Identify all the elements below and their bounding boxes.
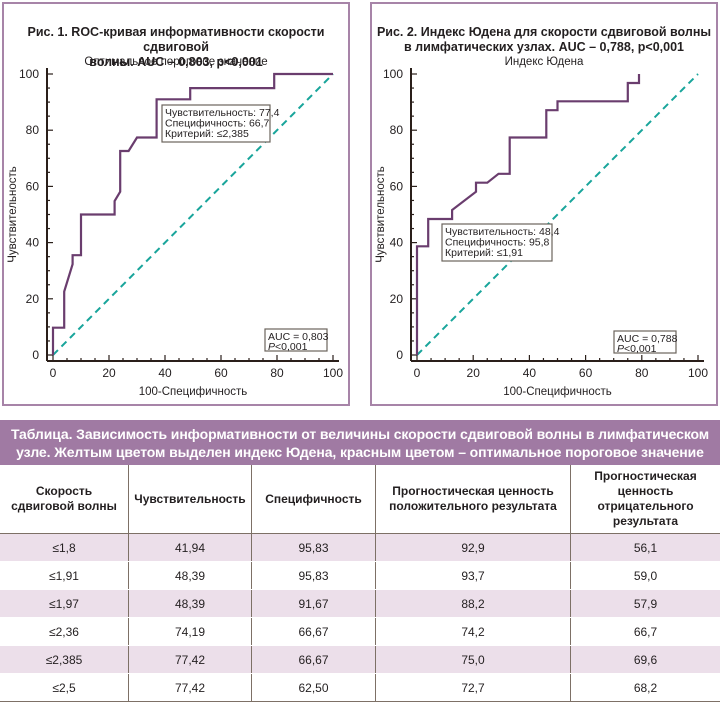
- cell-specificity: 66,67: [252, 646, 376, 674]
- cell-specificity: 62,50: [252, 674, 376, 702]
- reference-diagonal-line: [417, 74, 698, 355]
- y-tick-label: 40: [26, 236, 40, 250]
- cell-npv: 56,1: [571, 534, 720, 562]
- cell-ppv: 93,7: [376, 562, 571, 590]
- y-tick-label: 100: [383, 67, 403, 81]
- annotation-line: Критерий: ≤1,91: [445, 247, 523, 259]
- y-tick-label: 20: [26, 292, 40, 306]
- cell-npv: 57,9: [571, 590, 720, 618]
- y-tick-label: 100: [19, 67, 39, 81]
- results-table: Скорость сдвиговой волны Чувствительност…: [0, 465, 720, 702]
- x-tick-label: 0: [50, 366, 57, 380]
- cell-npv: 59,0: [571, 562, 720, 590]
- cell-npv: 66,7: [571, 618, 720, 646]
- x-tick-label: 80: [270, 366, 284, 380]
- table-header-row: Скорость сдвиговой волны Чувствительност…: [0, 465, 720, 534]
- y-tick-label: 40: [390, 236, 404, 250]
- y-tick-label: 60: [390, 179, 404, 193]
- figure-1-chart: 0 20 40 60 80 100 0 20 40 60 80 100 100-Специфичност…: [4, 4, 348, 404]
- header-specificity: Специфичность: [252, 465, 376, 534]
- y-tick-label: 20: [390, 292, 404, 306]
- y-tick-label: 80: [390, 123, 404, 137]
- y-tick-label: 0: [32, 348, 39, 362]
- cell-sensitivity: 74,19: [129, 618, 252, 646]
- cell-npv: 69,6: [571, 646, 720, 674]
- cell-sensitivity: 77,42: [129, 674, 252, 702]
- x-tick-label: 0: [414, 366, 421, 380]
- cell-specificity: 66,67: [252, 618, 376, 646]
- cell-sensitivity: 77,42: [129, 646, 252, 674]
- header-npv: Прогностическая ценность отрицательного …: [571, 465, 720, 534]
- cell-speed: ≤2,36: [0, 618, 129, 646]
- cell-speed: ≤1,97: [0, 590, 129, 618]
- x-tick-label: 60: [214, 366, 228, 380]
- annotation-line: Критерий: ≤2,385: [165, 128, 249, 140]
- x-tick-label: 40: [158, 366, 172, 380]
- x-tick-label: 80: [635, 366, 649, 380]
- y-tick-label: 60: [26, 179, 40, 193]
- header-ppv: Прогностическая ценность положительного …: [376, 465, 571, 534]
- cell-specificity: 95,83: [252, 534, 376, 562]
- cell-specificity: 91,67: [252, 590, 376, 618]
- x-tick-label: 100: [688, 366, 708, 380]
- cell-ppv: 72,7: [376, 674, 571, 702]
- figure-2-chart: 0 20 40 60 80 100 0 20 40 60 80 100 100-Специфичност…: [372, 4, 716, 404]
- x-axis-title: 100-Специфичность: [139, 386, 248, 398]
- cell-speed: ≤2,385: [0, 646, 129, 674]
- x-axis-title: 100-Специфичность: [503, 386, 612, 398]
- cell-speed: ≤1,8: [0, 534, 129, 562]
- x-tick-label: 20: [102, 366, 116, 380]
- header-shear-wave-speed: Скорость сдвиговой волны: [0, 465, 129, 534]
- cell-sensitivity: 41,94: [129, 534, 252, 562]
- roc-curve: [417, 74, 639, 355]
- y-tick-label: 0: [396, 348, 403, 362]
- results-table-section: Таблица. Зависимость информативности от …: [0, 420, 720, 702]
- cell-specificity: 95,83: [252, 562, 376, 590]
- cell-ppv: 75,0: [376, 646, 571, 674]
- table-caption: Таблица. Зависимость информативности от …: [0, 420, 720, 465]
- p-value-text: P<0,001: [617, 343, 657, 355]
- cell-npv: 68,2: [571, 674, 720, 702]
- figure-1-panel: Рис. 1. ROC-кривая информативности скоро…: [2, 2, 350, 406]
- x-tick-label: 100: [323, 366, 343, 380]
- cell-ppv: 92,9: [376, 534, 571, 562]
- x-tick-label: 40: [523, 366, 537, 380]
- figure-2-panel: Рис. 2. Индекс Юдена для скорости сдвиго…: [370, 2, 718, 406]
- y-tick-label: 80: [26, 123, 40, 137]
- cell-ppv: 74,2: [376, 618, 571, 646]
- p-value-text: P<0,001: [268, 341, 308, 353]
- header-sensitivity: Чувствительность: [129, 465, 252, 534]
- cell-ppv: 88,2: [376, 590, 571, 618]
- cell-speed: ≤2,5: [0, 674, 129, 702]
- x-tick-label: 60: [579, 366, 593, 380]
- cell-sensitivity: 48,39: [129, 590, 252, 618]
- cell-sensitivity: 48,39: [129, 562, 252, 590]
- y-axis-title: Чувствительность: [375, 166, 387, 263]
- x-tick-label: 20: [467, 366, 481, 380]
- y-axis-title: Чувствительность: [7, 166, 19, 263]
- cell-speed: ≤1,91: [0, 562, 129, 590]
